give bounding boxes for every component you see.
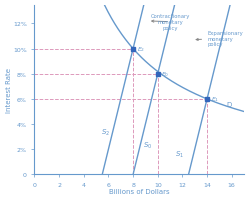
Text: Expansionary
monetary
policy: Expansionary monetary policy: [195, 31, 242, 47]
Text: Contractionary
monetary
policy: Contractionary monetary policy: [150, 14, 189, 31]
Y-axis label: Interest Rate: Interest Rate: [6, 68, 12, 112]
X-axis label: Billions of Dollars: Billions of Dollars: [108, 189, 169, 194]
Text: $S_1$: $S_1$: [175, 149, 184, 159]
Text: $E_0$: $E_0$: [161, 70, 169, 79]
Text: $E_1$: $E_1$: [210, 95, 218, 104]
Text: D: D: [226, 102, 231, 108]
Text: $S_2$: $S_2$: [101, 128, 110, 138]
Text: $E_2$: $E_2$: [136, 45, 144, 54]
Text: $S_0$: $S_0$: [143, 140, 152, 150]
